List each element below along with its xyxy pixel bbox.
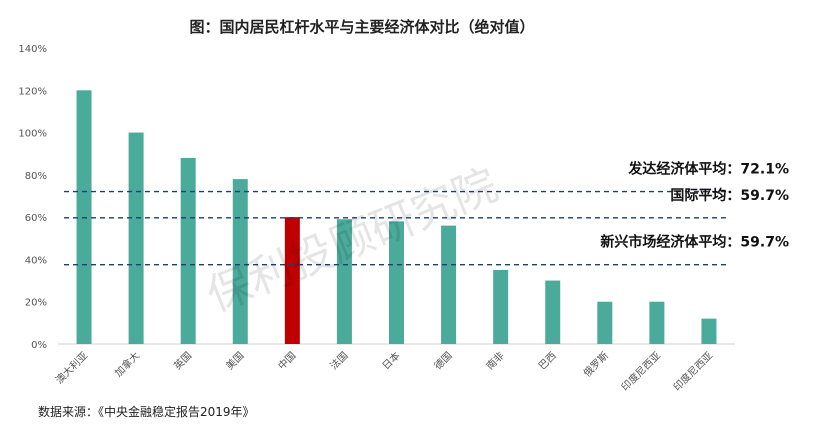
bar-1 (128, 132, 144, 344)
category-label: 美国 (223, 349, 246, 372)
bar-9 (545, 280, 561, 344)
reference-label-0: 发达经济体平均：72.1% (627, 161, 789, 178)
y-tick-label: 120% (18, 86, 47, 97)
y-tick-label: 140% (18, 44, 47, 55)
bar-11 (649, 301, 665, 344)
category-label: 英国 (171, 349, 194, 372)
reference-label-2: 新兴市场经济体平均：59.7% (600, 234, 789, 251)
bar-2 (180, 157, 196, 344)
category-label: 加拿大 (112, 349, 142, 379)
bar-8 (493, 270, 509, 344)
y-tick-label: 20% (25, 298, 47, 309)
bar-5 (336, 219, 352, 344)
category-label: 巴西 (536, 350, 559, 373)
category-label: 俄罗斯 (581, 349, 611, 379)
category-label: 印度尼西亚 (671, 349, 716, 394)
y-axis: 0% 20% 40% 60% 80% 100% 120% 140% (18, 44, 735, 351)
category-label: 中国 (275, 349, 298, 372)
x-axis: 澳大利亚 加拿大 英国 美国 中国 法国 日本 德国 南非 巴西 俄罗斯 印度尼西亚 印度尼西亚 (53, 349, 715, 394)
category-label: 日本 (379, 349, 402, 372)
bar-3 (232, 179, 248, 344)
y-tick-label: 40% (25, 255, 47, 266)
y-tick-label: 0% (31, 340, 47, 351)
reference-label-1: 国际平均：59.7% (670, 187, 789, 204)
bar-6 (389, 221, 404, 344)
category-label: 德国 (431, 349, 454, 372)
data-source-note: 数据来源：《中央金融稳定报告2019年》 (38, 405, 255, 419)
category-label: 印度尼西亚 (618, 349, 663, 394)
bar-10 (597, 301, 613, 344)
bar-7 (441, 225, 457, 344)
category-label: 南非 (483, 349, 506, 372)
bar-4 (284, 217, 300, 344)
chart-title: 图：国内居民杠杆水平与主要经济体对比（绝对值） (189, 18, 534, 36)
y-tick-label: 100% (18, 129, 47, 140)
y-tick-label: 60% (25, 213, 47, 224)
reference-lines: 发达经济体平均：72.1% 国际平均：59.7% 新兴市场经济体平均：59.7% (64, 161, 789, 266)
category-label: 澳大利亚 (53, 349, 90, 386)
category-label: 法国 (327, 349, 350, 372)
bars (76, 90, 717, 345)
y-tick-label: 80% (25, 171, 47, 182)
bar-12 (701, 318, 717, 344)
